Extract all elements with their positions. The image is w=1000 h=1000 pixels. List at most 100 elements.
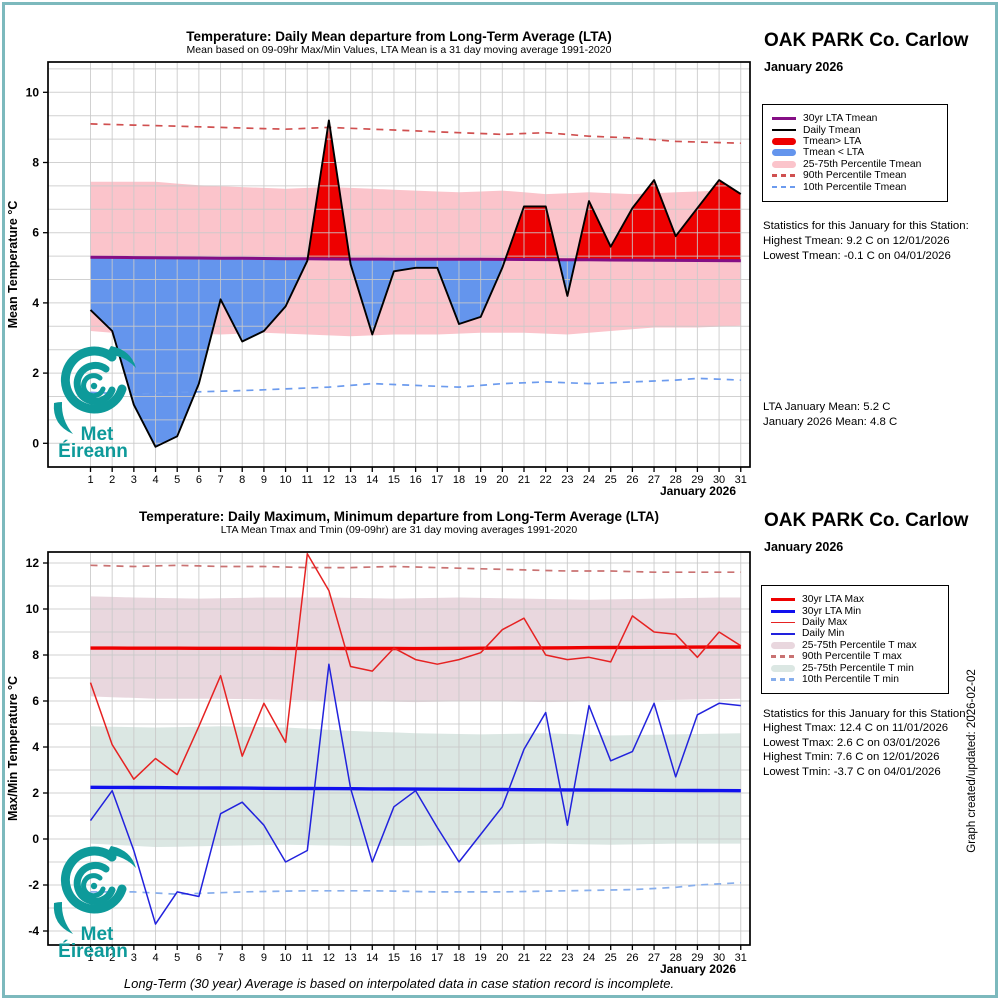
legend-swatch-lta-tmean [772,117,796,121]
logo-text-eireann: Éireann [58,940,128,959]
x-tick-label: 4 [152,952,158,964]
legend-swatch-below-lta [772,149,796,157]
x-tick-label: 3 [131,952,137,964]
x-tick-label: 25 [605,952,617,964]
legend-item: 30yr LTA Max [771,594,939,605]
y-tick-label: 0 [32,832,39,846]
tmean-10th-percentile-line [90,377,741,396]
x-tick-label: 14 [366,474,378,486]
spiral-tail-top [107,846,136,868]
y-tick-label: 2 [32,786,39,800]
station-month: January 2026 [764,60,844,74]
x-tick-label: 27 [648,474,660,486]
legend-swatch-tmax-band [771,641,795,649]
legend-swatch-daily-max [771,621,795,624]
stats-line: Lowest Tmin: -3.7 C on 04/01/2026 [763,765,941,778]
legend-item: Tmean < LTA [772,147,938,158]
chart2-title: Temperature: Daily Maximum, Minimum depa… [138,509,660,524]
y-tick-label: 12 [26,556,40,570]
x-tick-label: 28 [670,952,682,964]
legend-swatch-percentile-band [772,160,796,168]
chart1-title: Temperature: Daily Mean departure from L… [186,29,612,44]
legend-item: 90th Percentile T max [771,651,939,662]
legend-item: 25-75th Percentile Tmean [772,159,938,170]
legend-item: 30yr LTA Tmean [772,113,938,124]
x-tick-label: 7 [217,474,223,486]
legend-item: Tmean> LTA [772,136,938,147]
x-tick-label: 27 [648,952,660,964]
x-tick-label: 12 [323,474,335,486]
x-tick-label: 22 [540,952,552,964]
legend-label: 30yr LTA Tmean [803,113,878,125]
summary-line: LTA January Mean: 5.2 C [763,401,891,413]
x-tick-label: 19 [475,474,487,486]
x-tick-label: 9 [261,474,267,486]
daily-tmean-line [89,119,742,448]
chart2-xaxis-label: January 2026 [659,962,736,976]
y-tick-label: 8 [32,648,39,662]
x-tick-label: 1 [87,474,93,486]
x-tick-label: 18 [453,952,465,964]
x-tick-label: 6 [196,952,202,964]
legend-label: Tmean> LTA [803,135,862,147]
x-tick-label: 21 [518,952,530,964]
x-tick-label: 8 [239,474,245,486]
stats-line: Highest Tmean: 9.2 C on 12/01/2026 [763,235,950,247]
x-tick-label: 24 [583,952,595,964]
legend-item: Daily Max [771,617,939,628]
station-month-2: January 2026 [764,540,844,554]
spiral-tail-top [107,346,136,368]
tmean-90th-percentile-line [90,123,741,145]
legend-label: 90th Percentile Tmean [803,170,907,182]
stats-line: Statistics for this January for this Sta… [763,220,969,232]
legend-swatch-p10-min [771,678,795,681]
x-tick-label: 29 [691,474,703,486]
x-tick-label: 26 [626,952,638,964]
chart1-subtitle: Mean based on 09-09hr Max/Min Values, LT… [186,44,612,56]
x-tick-label: 10 [279,952,291,964]
x-tick-label: 15 [388,474,400,486]
lta-min-line [90,785,741,793]
legend-label: Daily Min [802,628,845,640]
x-tick-label: 2 [109,952,115,964]
x-tick-label: 20 [496,952,508,964]
y-tick-label: -2 [28,878,39,892]
stats-line: Highest Tmax: 12.4 C on 11/01/2026 [763,722,949,735]
x-tick-label: 17 [431,952,443,964]
x-tick-label: 5 [174,474,180,486]
x-tick-label: 24 [583,474,595,486]
x-tick-label: 20 [496,474,508,486]
tmax-90th-percentile-line [90,564,741,574]
legend-label: Tmean < LTA [803,147,865,159]
x-tick-label: 23 [561,952,573,964]
spiral-icon [60,346,127,414]
chart1-summary: LTA January Mean: 5.2 C January 2026 Mea… [763,400,897,430]
legend-label: Daily Tmean [803,124,861,136]
x-tick-label: 30 [713,474,725,486]
legend-label: 30yr LTA Min [802,605,862,617]
legend-item: Daily Tmean [772,124,938,136]
x-tick-label: 17 [431,474,443,486]
legend-label: 10th Percentile Tmean [803,181,907,193]
y-tick-label: 4 [32,740,39,754]
stats-line: Statistics for this January for this Sta… [763,708,969,720]
legend-swatch-p90-max [771,655,795,658]
legend-swatch-lta-min [771,609,795,613]
chart2-ylabel: Max/Min Temperature °C [6,676,20,821]
station-name: OAK PARK Co. Carlow [764,30,969,51]
x-tick-label: 25 [605,474,617,486]
x-tick-label: 4 [152,474,158,486]
y-tick-label: -4 [28,924,39,938]
legend-swatch-lta-max [771,598,795,602]
stats-line: Lowest Tmean: -0.1 C on 04/01/2026 [763,250,951,262]
x-tick-label: 13 [344,474,356,486]
x-tick-label: 10 [279,474,291,486]
lta-max-line [90,645,741,651]
x-tick-label: 11 [302,952,313,964]
station-name-2: OAK PARK Co. Carlow [764,510,969,531]
tmin-10th-percentile-line [90,881,741,896]
legend-label: 25-75th Percentile T max [802,639,917,651]
x-tick-label: 16 [410,474,422,486]
